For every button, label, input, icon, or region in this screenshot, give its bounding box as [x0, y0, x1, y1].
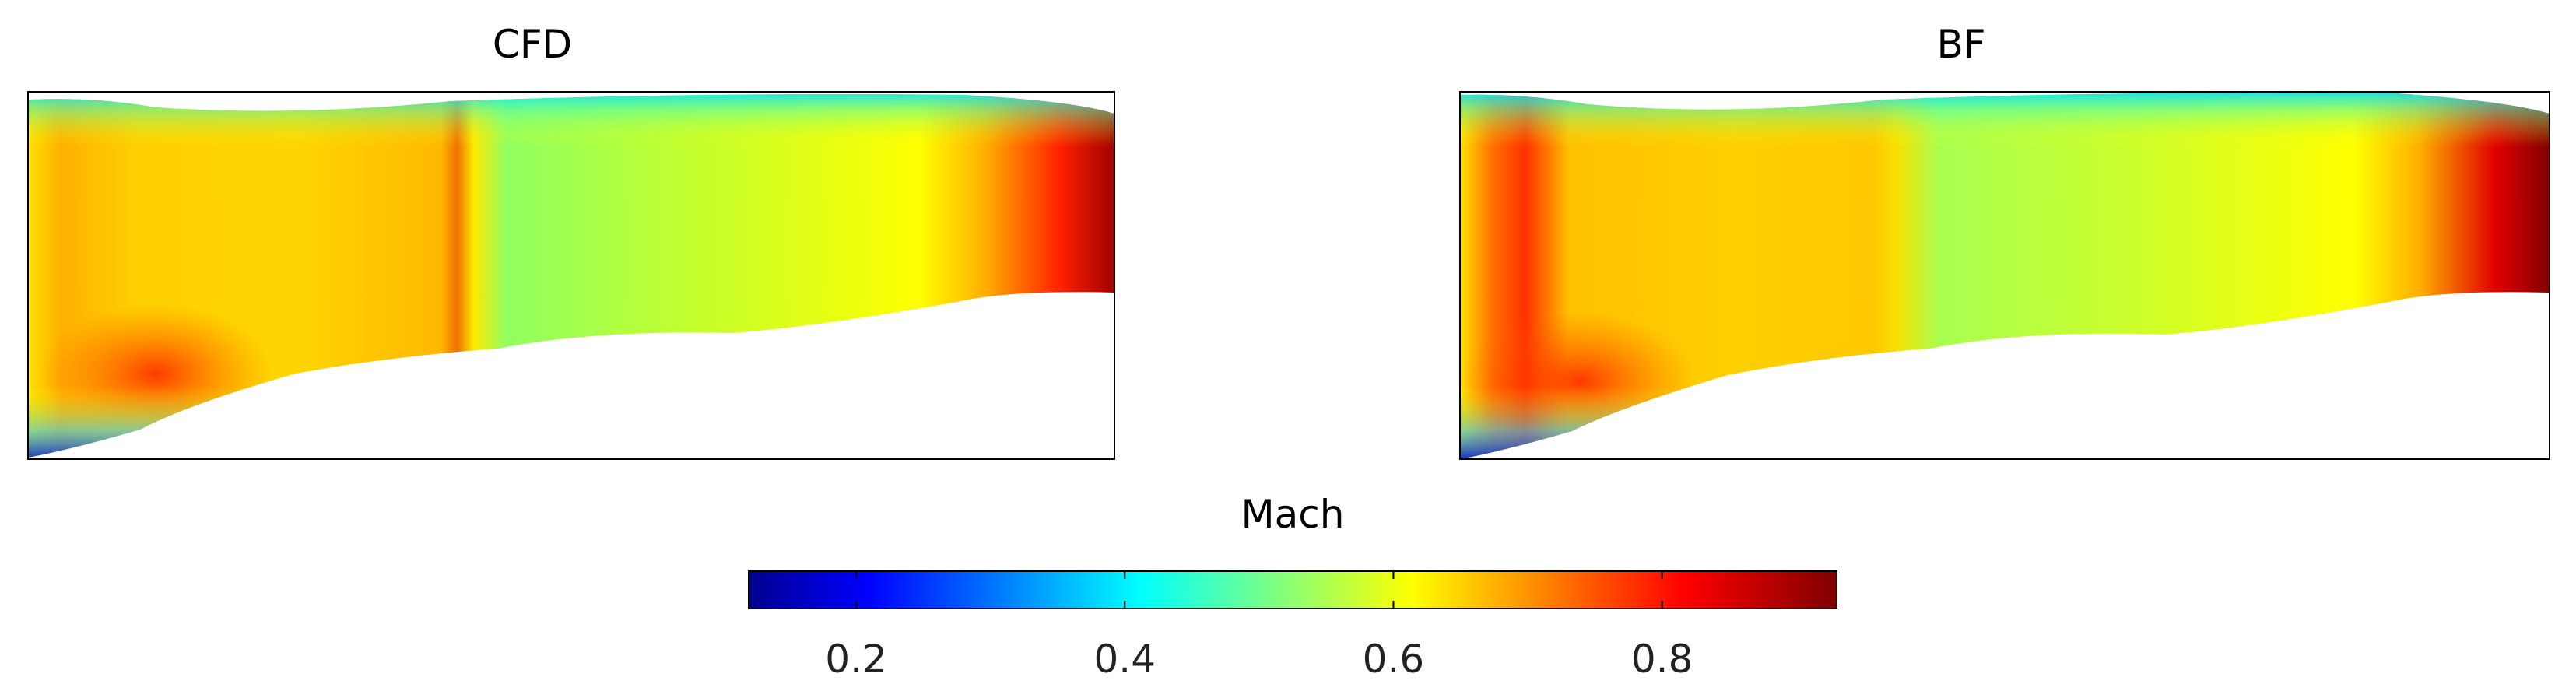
- panel-title-cfd: CFD: [492, 22, 573, 67]
- colorbar-tick-label: 0.4: [1093, 637, 1156, 682]
- colorbar-tick-label: 0.6: [1362, 637, 1425, 682]
- colorbar-label: Mach: [1241, 492, 1345, 537]
- colorbar: [748, 570, 1837, 609]
- colorbar-gradient: [748, 570, 1837, 609]
- bf-contour-plot: [1459, 91, 2550, 460]
- cfd-axes-box: [27, 91, 1115, 460]
- bf-axes-box: [1459, 91, 2550, 460]
- colorbar-ticks: [855, 571, 1663, 609]
- panel-title-bf: BF: [1936, 22, 1986, 67]
- colorbar-tick-label: 0.2: [825, 637, 887, 682]
- colorbar-tick-label: 0.8: [1630, 637, 1693, 682]
- cfd-contour-plot: [27, 91, 1115, 460]
